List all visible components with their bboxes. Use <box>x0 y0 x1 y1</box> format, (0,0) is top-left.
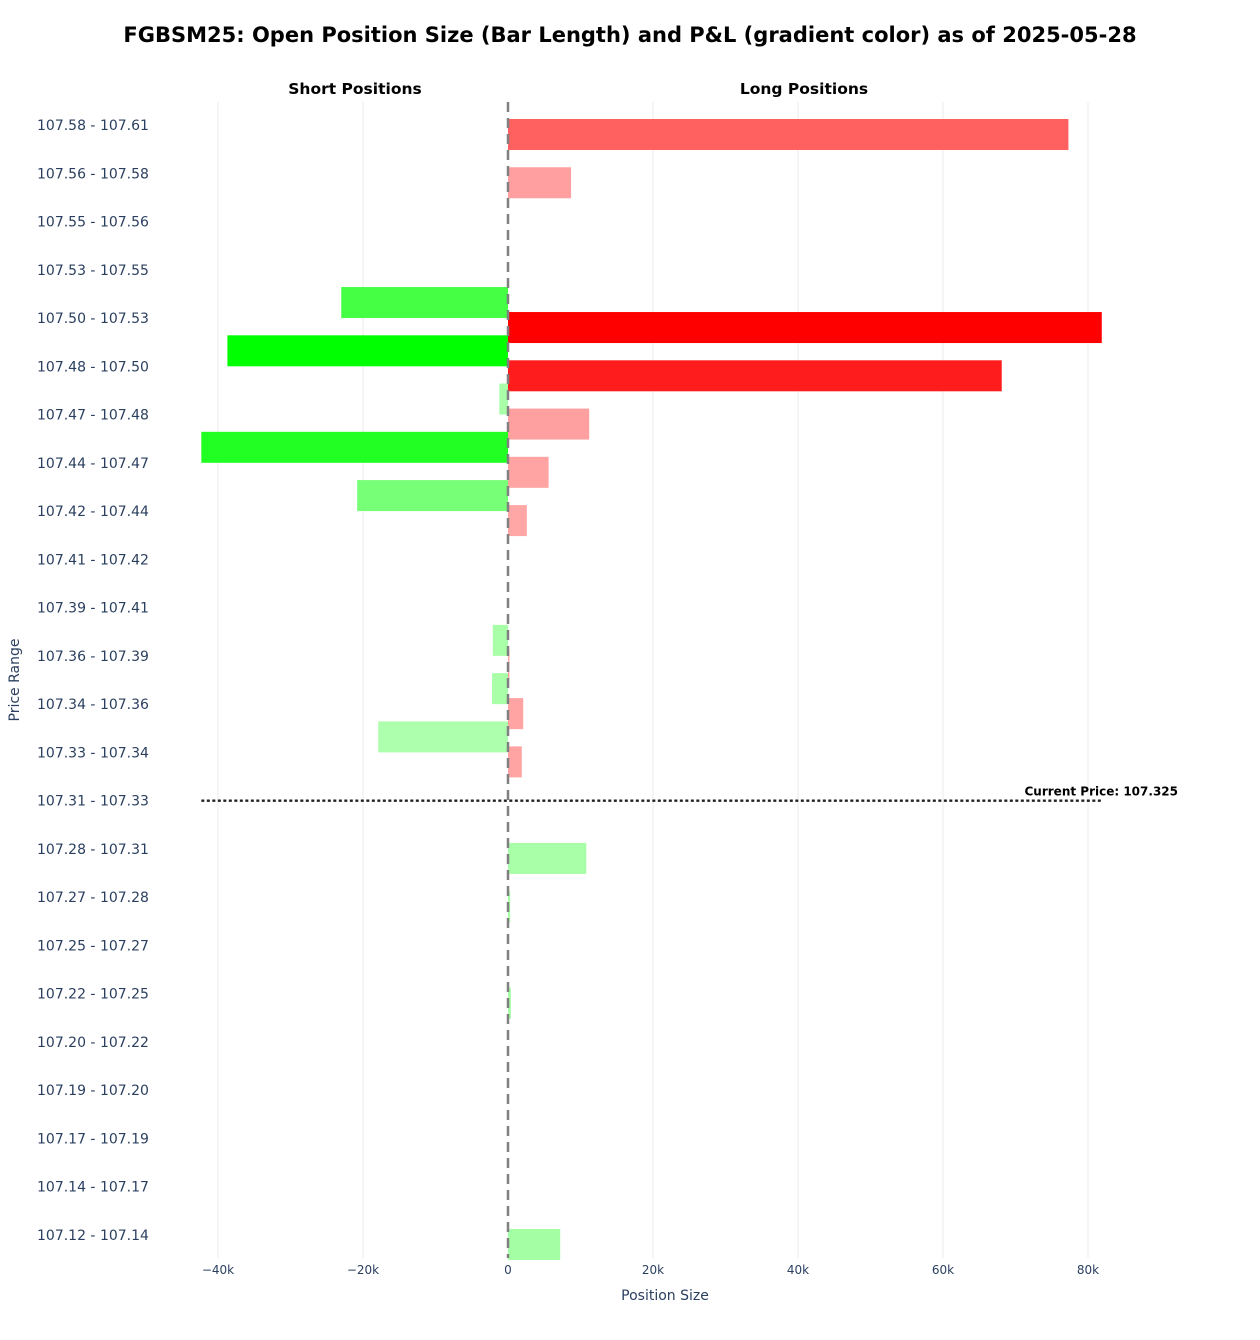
short-position-bar <box>357 480 508 512</box>
category-label: 107.56 - 107.58 <box>37 166 149 182</box>
category-label: 107.19 - 107.20 <box>37 1083 149 1099</box>
short-position-bar <box>499 383 508 415</box>
category-label: 107.14 - 107.17 <box>37 1180 149 1196</box>
category-label: 107.41 - 107.42 <box>37 552 149 568</box>
long-panel-title: Long Positions <box>740 80 868 98</box>
short-position-bar <box>201 431 508 463</box>
long-position-bar <box>508 987 511 1019</box>
category-label: 107.28 - 107.31 <box>37 842 149 858</box>
long-position-bar <box>508 505 527 537</box>
long-position-bar <box>508 698 524 730</box>
x-tick-label: −40k <box>202 1263 234 1277</box>
chart-title: FGBSM25: Open Position Size (Bar Length)… <box>123 23 1136 47</box>
short-position-bar <box>341 287 508 319</box>
long-position-bar <box>508 456 549 488</box>
x-axis-title: Position Size <box>621 1288 709 1304</box>
category-label: 107.17 - 107.19 <box>37 1131 149 1147</box>
short-position-bar <box>227 335 509 367</box>
long-position-bar <box>508 312 1102 344</box>
x-tick-label: 20k <box>642 1263 664 1277</box>
short-position-bar <box>492 673 508 705</box>
x-tick-label: 60k <box>932 1263 954 1277</box>
long-position-bar <box>508 119 1069 150</box>
long-position-bar <box>508 408 590 440</box>
x-tick-label: 40k <box>787 1263 809 1277</box>
short-position-bar <box>492 624 508 656</box>
category-label: 107.34 - 107.36 <box>37 697 149 713</box>
category-label: 107.39 - 107.41 <box>37 601 149 617</box>
category-label: 107.36 - 107.39 <box>37 649 149 665</box>
x-tick-label: 0 <box>504 1263 512 1277</box>
category-label: 107.55 - 107.56 <box>37 215 149 231</box>
y-axis-title: Price Range <box>7 639 23 722</box>
category-label: 107.20 - 107.22 <box>37 1035 149 1051</box>
long-position-bar <box>508 360 1002 392</box>
long-position-bar <box>508 1228 561 1260</box>
category-label: 107.12 - 107.14 <box>37 1228 149 1244</box>
category-label: 107.27 - 107.28 <box>37 890 149 906</box>
long-position-bar <box>508 167 572 199</box>
category-label: 107.22 - 107.25 <box>37 987 149 1003</box>
grid-layer <box>217 102 1089 1258</box>
category-label: 107.25 - 107.27 <box>37 938 149 954</box>
category-label: 107.47 - 107.48 <box>37 408 149 424</box>
category-label: 107.50 - 107.53 <box>37 311 149 327</box>
bars-layer <box>201 102 1102 1260</box>
x-tick-label: −20k <box>347 1263 379 1277</box>
category-label: 107.33 - 107.34 <box>37 745 149 761</box>
long-position-bar <box>508 746 522 778</box>
category-label: 107.53 - 107.55 <box>37 263 149 279</box>
category-label: 107.31 - 107.33 <box>37 794 149 810</box>
short-position-bar <box>378 721 508 753</box>
labels-layer: −40k −20k 0 20k 40k 60k 80k 107.58 - 107.61 107.… <box>37 118 1178 1277</box>
x-tick-label: 80k <box>1077 1263 1099 1277</box>
category-label: 107.44 - 107.47 <box>37 456 149 472</box>
current-price-label: Current Price: 107.325 <box>1025 785 1179 799</box>
category-label: 107.42 - 107.44 <box>37 504 149 520</box>
category-label: 107.48 - 107.50 <box>37 359 149 375</box>
short-panel-title: Short Positions <box>288 80 421 98</box>
long-position-bar <box>508 842 587 874</box>
category-label: 107.58 - 107.61 <box>37 118 149 134</box>
